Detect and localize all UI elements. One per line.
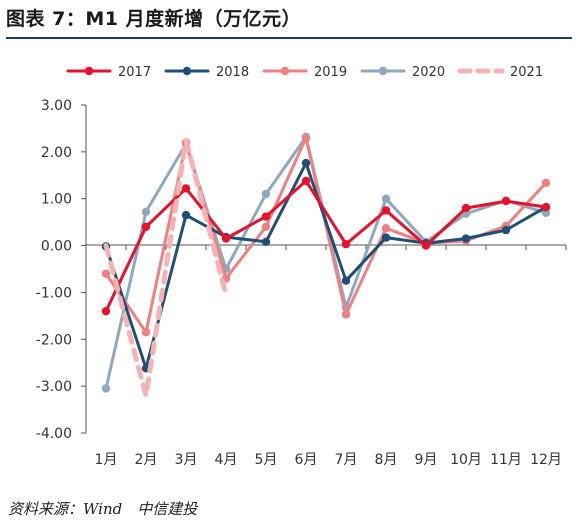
data-point-2019 — [141, 328, 151, 337]
series-line-2021 — [103, 137, 229, 398]
data-point-2017 — [341, 239, 351, 249]
legend-item-2017: 2017 — [66, 65, 151, 80]
series-line-2018 — [104, 161, 548, 370]
legend-marker — [182, 66, 192, 76]
legend-item-2018: 2018 — [164, 65, 249, 80]
chart-axes: 3.00 2.00 1.00 0.00 -1.00 -2.00 -3.00 -4.00 1月 2月… — [36, 98, 567, 468]
x-tick-label: 2月 — [135, 452, 158, 468]
y-tick-label: -3.00 — [36, 379, 72, 395]
data-point-2017 — [141, 222, 151, 232]
legend-marker — [280, 66, 290, 76]
x-tick-label: 4月 — [215, 452, 238, 468]
chart-series — [101, 132, 551, 398]
y-tick-label: 1.00 — [41, 192, 72, 208]
data-point-2019 — [341, 310, 351, 319]
x-tick-label: 9月 — [415, 452, 438, 468]
line-chart: 2017 2018 2019 2020 2021 3.00 2.00 1.00 0.00 -1.… — [36, 65, 567, 468]
chart-legend: 2017 2018 2019 2020 2021 — [66, 65, 543, 80]
source-note: 资料来源：Wind 中信建投 — [8, 500, 198, 518]
y-tick-label: -1.00 — [36, 285, 72, 301]
data-point-2020 — [261, 189, 271, 199]
y-tick-label: -4.00 — [36, 426, 72, 442]
x-tick-label: 8月 — [375, 452, 398, 468]
data-point-2019 — [541, 178, 551, 187]
data-point-2017 — [221, 234, 231, 243]
data-point-2019 — [261, 222, 271, 232]
data-point-2020 — [381, 194, 391, 203]
x-tick-label: 11月 — [490, 452, 522, 468]
x-tick-label: 10月 — [450, 452, 482, 468]
legend-item-2019: 2019 — [262, 65, 347, 80]
data-point-2019 — [381, 224, 391, 233]
data-point-2020 — [101, 384, 111, 393]
x-tick-label: 6月 — [295, 452, 318, 468]
data-point-2018 — [501, 225, 511, 235]
data-point-2018 — [341, 276, 351, 285]
x-tick-label: 3月 — [175, 452, 198, 468]
x-tick-label: 5月 — [255, 452, 278, 468]
page-title: 图表 7：M1 月度新增（万亿元） — [6, 8, 302, 30]
y-tick-label: 3.00 — [41, 98, 72, 114]
y-tick-label: 2.00 — [41, 145, 72, 161]
legend-marker — [378, 66, 388, 76]
data-point-2017 — [421, 241, 431, 250]
legend-item-2021: 2021 — [457, 65, 543, 80]
x-tick-label: 1月 — [95, 452, 118, 468]
data-point-2017 — [501, 196, 511, 206]
data-point-2017 — [301, 176, 311, 186]
y-tick-label: 0.00 — [41, 239, 72, 255]
data-point-2017 — [541, 202, 551, 212]
legend-label: 2020 — [412, 65, 445, 80]
data-point-2019 — [101, 269, 111, 278]
y-tick-label: -2.00 — [36, 332, 72, 348]
data-point-2017 — [381, 206, 391, 215]
data-point-2018 — [381, 233, 391, 242]
legend-label: 2017 — [118, 65, 151, 80]
data-point-2018 — [301, 158, 311, 168]
data-point-2017 — [101, 306, 111, 316]
data-point-2018 — [181, 210, 191, 220]
data-point-2017 — [261, 212, 271, 221]
legend-marker — [84, 66, 94, 76]
data-point-2019 — [301, 133, 311, 142]
x-tick-label: 7月 — [335, 452, 358, 468]
data-point-2018 — [261, 237, 271, 247]
title-divider — [6, 37, 572, 39]
data-point-2018 — [461, 234, 471, 243]
data-point-2017 — [461, 203, 471, 213]
x-tick-label: 12月 — [530, 452, 562, 468]
series-line-2020 — [104, 135, 548, 390]
legend-item-2020: 2020 — [360, 65, 445, 80]
legend-label: 2018 — [216, 65, 249, 80]
data-point-2017 — [181, 184, 191, 193]
legend-label: 2021 — [510, 65, 543, 80]
legend-label: 2019 — [314, 65, 347, 80]
data-point-2020 — [141, 207, 151, 217]
